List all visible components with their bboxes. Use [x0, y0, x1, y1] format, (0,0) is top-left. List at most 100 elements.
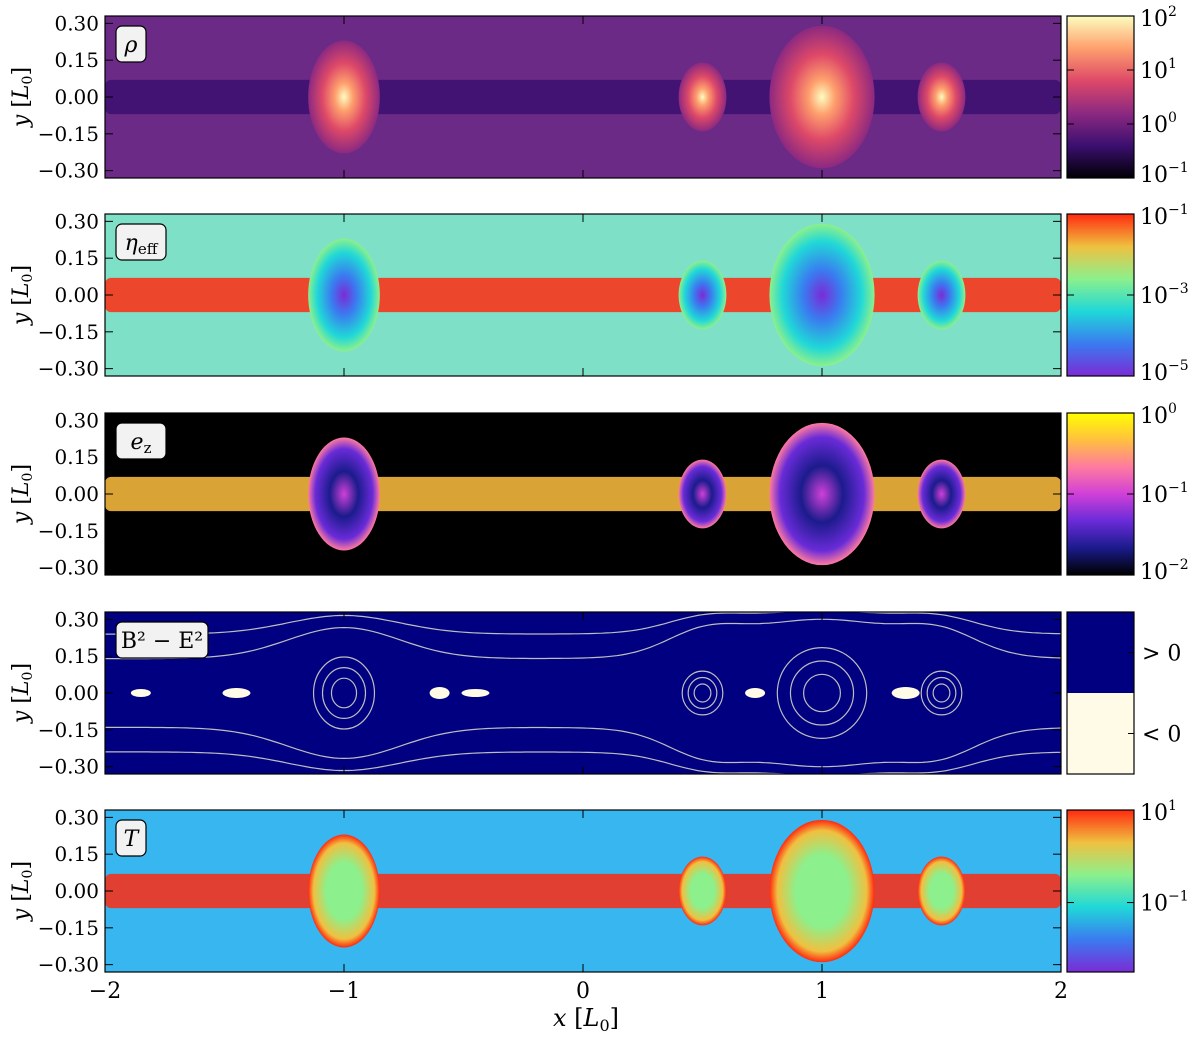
- field-line: [105, 618, 1061, 660]
- field-line: [105, 751, 1061, 774]
- plasmoid-T-3: [917, 856, 966, 926]
- x-tick-label: 1: [815, 979, 829, 1004]
- colorbar-eta: 10−1 10−3 10−5: [1066, 202, 1189, 386]
- plasmoid-ez-3: [917, 459, 966, 529]
- plasmoid-ez-0: [308, 437, 380, 551]
- x-axis: −2 −1 0 1 2: [89, 979, 1068, 1004]
- field-loop: [687, 676, 718, 710]
- y-tick-label: −0.15: [38, 122, 99, 146]
- panel-eta-field: [105, 223, 1061, 367]
- plasmoid-rho-0: [308, 40, 380, 154]
- colorbar-rho: 102 101 100 10−1: [1066, 4, 1189, 188]
- y-tick-label: 0.00: [54, 879, 99, 903]
- y-tick-label: −0.30: [38, 556, 99, 580]
- plasmoid-T-1: [678, 856, 727, 926]
- y-tick-label: −0.30: [38, 755, 99, 779]
- colorbar-tick-label: 10−1: [1140, 160, 1189, 188]
- y-tick-label: 0.00: [54, 85, 99, 109]
- negative-region: [745, 688, 766, 698]
- panel-label: ηeff: [125, 231, 159, 258]
- colorbar-tick-label: 100: [1140, 110, 1177, 138]
- y-tick-label: −0.30: [38, 953, 99, 977]
- colorbar-tick-label: 101: [1140, 798, 1177, 826]
- panel-label: ez: [131, 430, 152, 457]
- panel-label-box: [115, 223, 167, 261]
- colorbar-tick-label: 10−1: [1140, 889, 1189, 917]
- colorbar-tick-label: 10−1: [1140, 202, 1189, 230]
- y-tick-label: 0.15: [54, 445, 99, 469]
- y-tick-label: −0.15: [38, 718, 99, 742]
- field-loop: [932, 683, 951, 703]
- y-tick-label: 0.30: [54, 408, 99, 432]
- panel-rho: 0.300.150.00−0.15−0.30y [L0]ρ10210110010…: [9, 4, 1189, 188]
- x-tick-label: −2: [89, 979, 121, 1004]
- colorbar-tick-label: 100: [1140, 401, 1177, 429]
- x-axis-label: x [L0]: [553, 1004, 619, 1035]
- y-axis-label: y [L0]: [9, 67, 36, 128]
- negative-region: [222, 688, 251, 698]
- negative-region: [130, 689, 151, 697]
- plasmoid-eta-2: [769, 223, 875, 367]
- plasmoid-eta-0: [308, 238, 380, 352]
- y-tick-label: −0.30: [38, 357, 99, 381]
- panel-label-box: [115, 422, 167, 460]
- negative-region: [891, 687, 920, 699]
- panel-label: ρ: [124, 33, 138, 58]
- plasmoid-rho-2: [769, 25, 875, 169]
- colorbar-category-label: < 0: [1142, 723, 1181, 748]
- y-tick-label: 0.00: [54, 482, 99, 506]
- colorbar-category-label: > 0: [1142, 642, 1181, 667]
- negative-region: [461, 689, 490, 697]
- field-loop: [321, 666, 367, 720]
- field-loop: [693, 683, 712, 703]
- plasmoid-ez-2: [769, 422, 875, 566]
- y-tick-label: 0.00: [54, 283, 99, 307]
- colorbar-tick-label: 102: [1140, 4, 1177, 32]
- panel-ez: 0.30 0.15 0.00 −0.15 −0.30 y [L0] ez 100 10−1 10−…: [9, 401, 1189, 585]
- y-tick-label: 0.30: [54, 607, 99, 631]
- panels: 0.300.150.00−0.15−0.30y [L0]ρ10210110010…: [9, 4, 1189, 977]
- field-loop: [926, 676, 957, 710]
- panel-label-box: [115, 819, 147, 857]
- colorbar-tick-label: 10−2: [1140, 557, 1189, 585]
- y-tick-label: 0.15: [54, 246, 99, 270]
- panel-eta: 0.30 0.15 0.00 −0.15 −0.30 y [L0] ηeff 10−1 10−3…: [9, 202, 1189, 386]
- panel-label: T: [124, 827, 141, 852]
- panel-label-box: [115, 621, 209, 659]
- y-tick-label: −0.30: [38, 159, 99, 183]
- y-tick-label: 0.15: [54, 48, 99, 72]
- panel-T-field: [105, 819, 1061, 963]
- x-tick-label: −1: [328, 979, 360, 1004]
- y-tick-label: 0.15: [54, 644, 99, 668]
- field-loop: [330, 677, 358, 709]
- field-loop: [312, 656, 376, 730]
- y-tick-label: 0.00: [54, 681, 99, 705]
- y-axis-label: y [L0]: [9, 663, 36, 724]
- colorbar-tick-label: 10−5: [1140, 358, 1189, 386]
- negative-region: [429, 687, 450, 699]
- y-tick-label: 0.30: [54, 209, 99, 233]
- x-tick-label: 0: [576, 979, 590, 1004]
- y-tick-label: −0.15: [38, 916, 99, 940]
- panel-T: 0.30 0.15 0.00 −0.15 −0.30 y [L0] T 101 10−1: [9, 798, 1189, 977]
- y-tick-label: −0.15: [38, 320, 99, 344]
- colorbar-b2e2: > 0 < 0: [1066, 611, 1181, 775]
- field-line: [105, 726, 1061, 768]
- y-axis-label: y [L0]: [9, 464, 36, 525]
- panel-rho-field: [105, 25, 1061, 169]
- field-loop: [920, 670, 963, 716]
- plasmoid-rho-3: [917, 62, 966, 132]
- plasmoid-T-2: [769, 819, 875, 963]
- plasmoid-rho-1: [678, 62, 727, 132]
- plasmoid-eta-3: [917, 260, 966, 330]
- panel-ez-field: [105, 422, 1061, 566]
- field-loop: [789, 660, 855, 726]
- colorbar-ez: 100 10−1 10−2: [1066, 401, 1189, 585]
- field-loop: [681, 670, 724, 716]
- colorbar-T: 101 10−1: [1066, 798, 1189, 973]
- panel-b2e2-field: [105, 612, 1061, 774]
- plasmoid-ez-1: [678, 459, 727, 529]
- y-axis-label: y [L0]: [9, 861, 36, 922]
- y-tick-label: −0.15: [38, 519, 99, 543]
